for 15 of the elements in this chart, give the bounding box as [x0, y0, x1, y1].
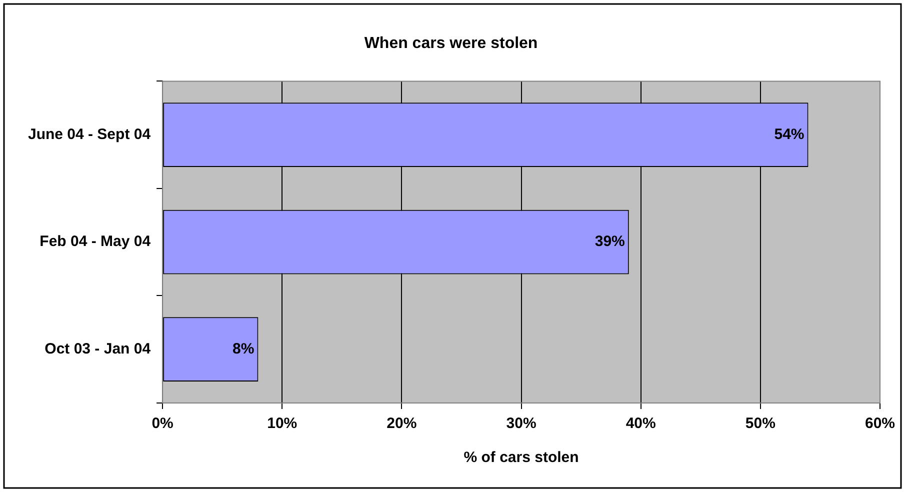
y-tick-label: Oct 03 - Jan 04: [44, 340, 152, 358]
y-tick-label: June 04 - Sept 04: [28, 126, 152, 143]
x-tick-label: 0%: [152, 415, 174, 432]
x-tick-label: 40%: [626, 415, 656, 432]
x-tick-label: 60%: [864, 415, 896, 432]
x-tick-label: 10%: [267, 415, 298, 432]
y-tick-label: Feb 04 - May 04: [40, 233, 152, 250]
data-label: 39%: [594, 233, 625, 250]
x-axis-title: % of cars stolen: [464, 449, 579, 466]
data-label: 54%: [774, 126, 804, 143]
x-tick-label: 50%: [745, 415, 776, 432]
x-tick-label: 30%: [506, 415, 536, 432]
x-tick-label: 20%: [386, 415, 417, 432]
data-label: 8%: [232, 340, 254, 358]
chart-title: When cars were stolen: [364, 35, 538, 52]
